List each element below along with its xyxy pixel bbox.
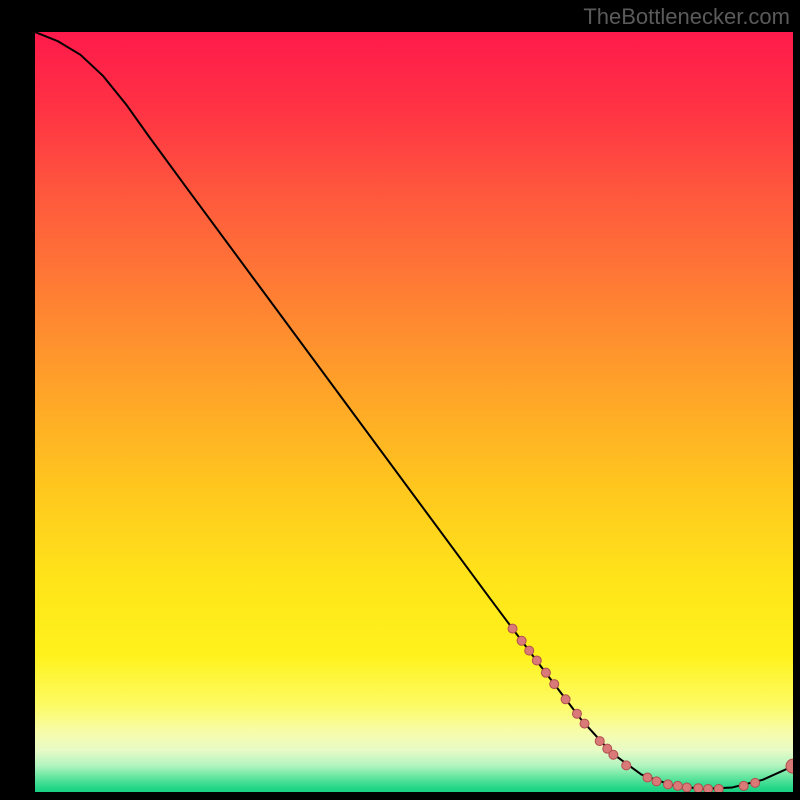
data-marker <box>652 777 661 786</box>
data-marker <box>643 773 652 782</box>
data-marker <box>580 719 589 728</box>
chart-svg <box>35 32 793 792</box>
data-marker <box>704 784 713 792</box>
chart-frame: { "watermark": { "text": "TheBottlenecke… <box>0 0 800 800</box>
data-marker <box>532 656 541 665</box>
data-marker <box>525 646 534 655</box>
data-marker <box>609 750 618 759</box>
data-marker <box>751 778 760 787</box>
data-marker <box>714 784 723 792</box>
data-marker <box>663 780 672 789</box>
watermark-text: TheBottlenecker.com <box>583 4 790 30</box>
data-marker <box>561 695 570 704</box>
gradient-rect <box>35 32 793 792</box>
data-marker <box>572 709 581 718</box>
data-marker <box>739 781 748 790</box>
data-marker <box>673 781 682 790</box>
data-marker <box>517 636 526 645</box>
data-marker <box>595 737 604 746</box>
data-marker <box>682 783 691 792</box>
data-marker <box>622 761 631 770</box>
data-marker <box>541 668 550 677</box>
data-marker <box>694 784 703 792</box>
data-marker <box>508 624 517 633</box>
data-marker <box>550 680 559 689</box>
plot-area <box>35 32 793 792</box>
